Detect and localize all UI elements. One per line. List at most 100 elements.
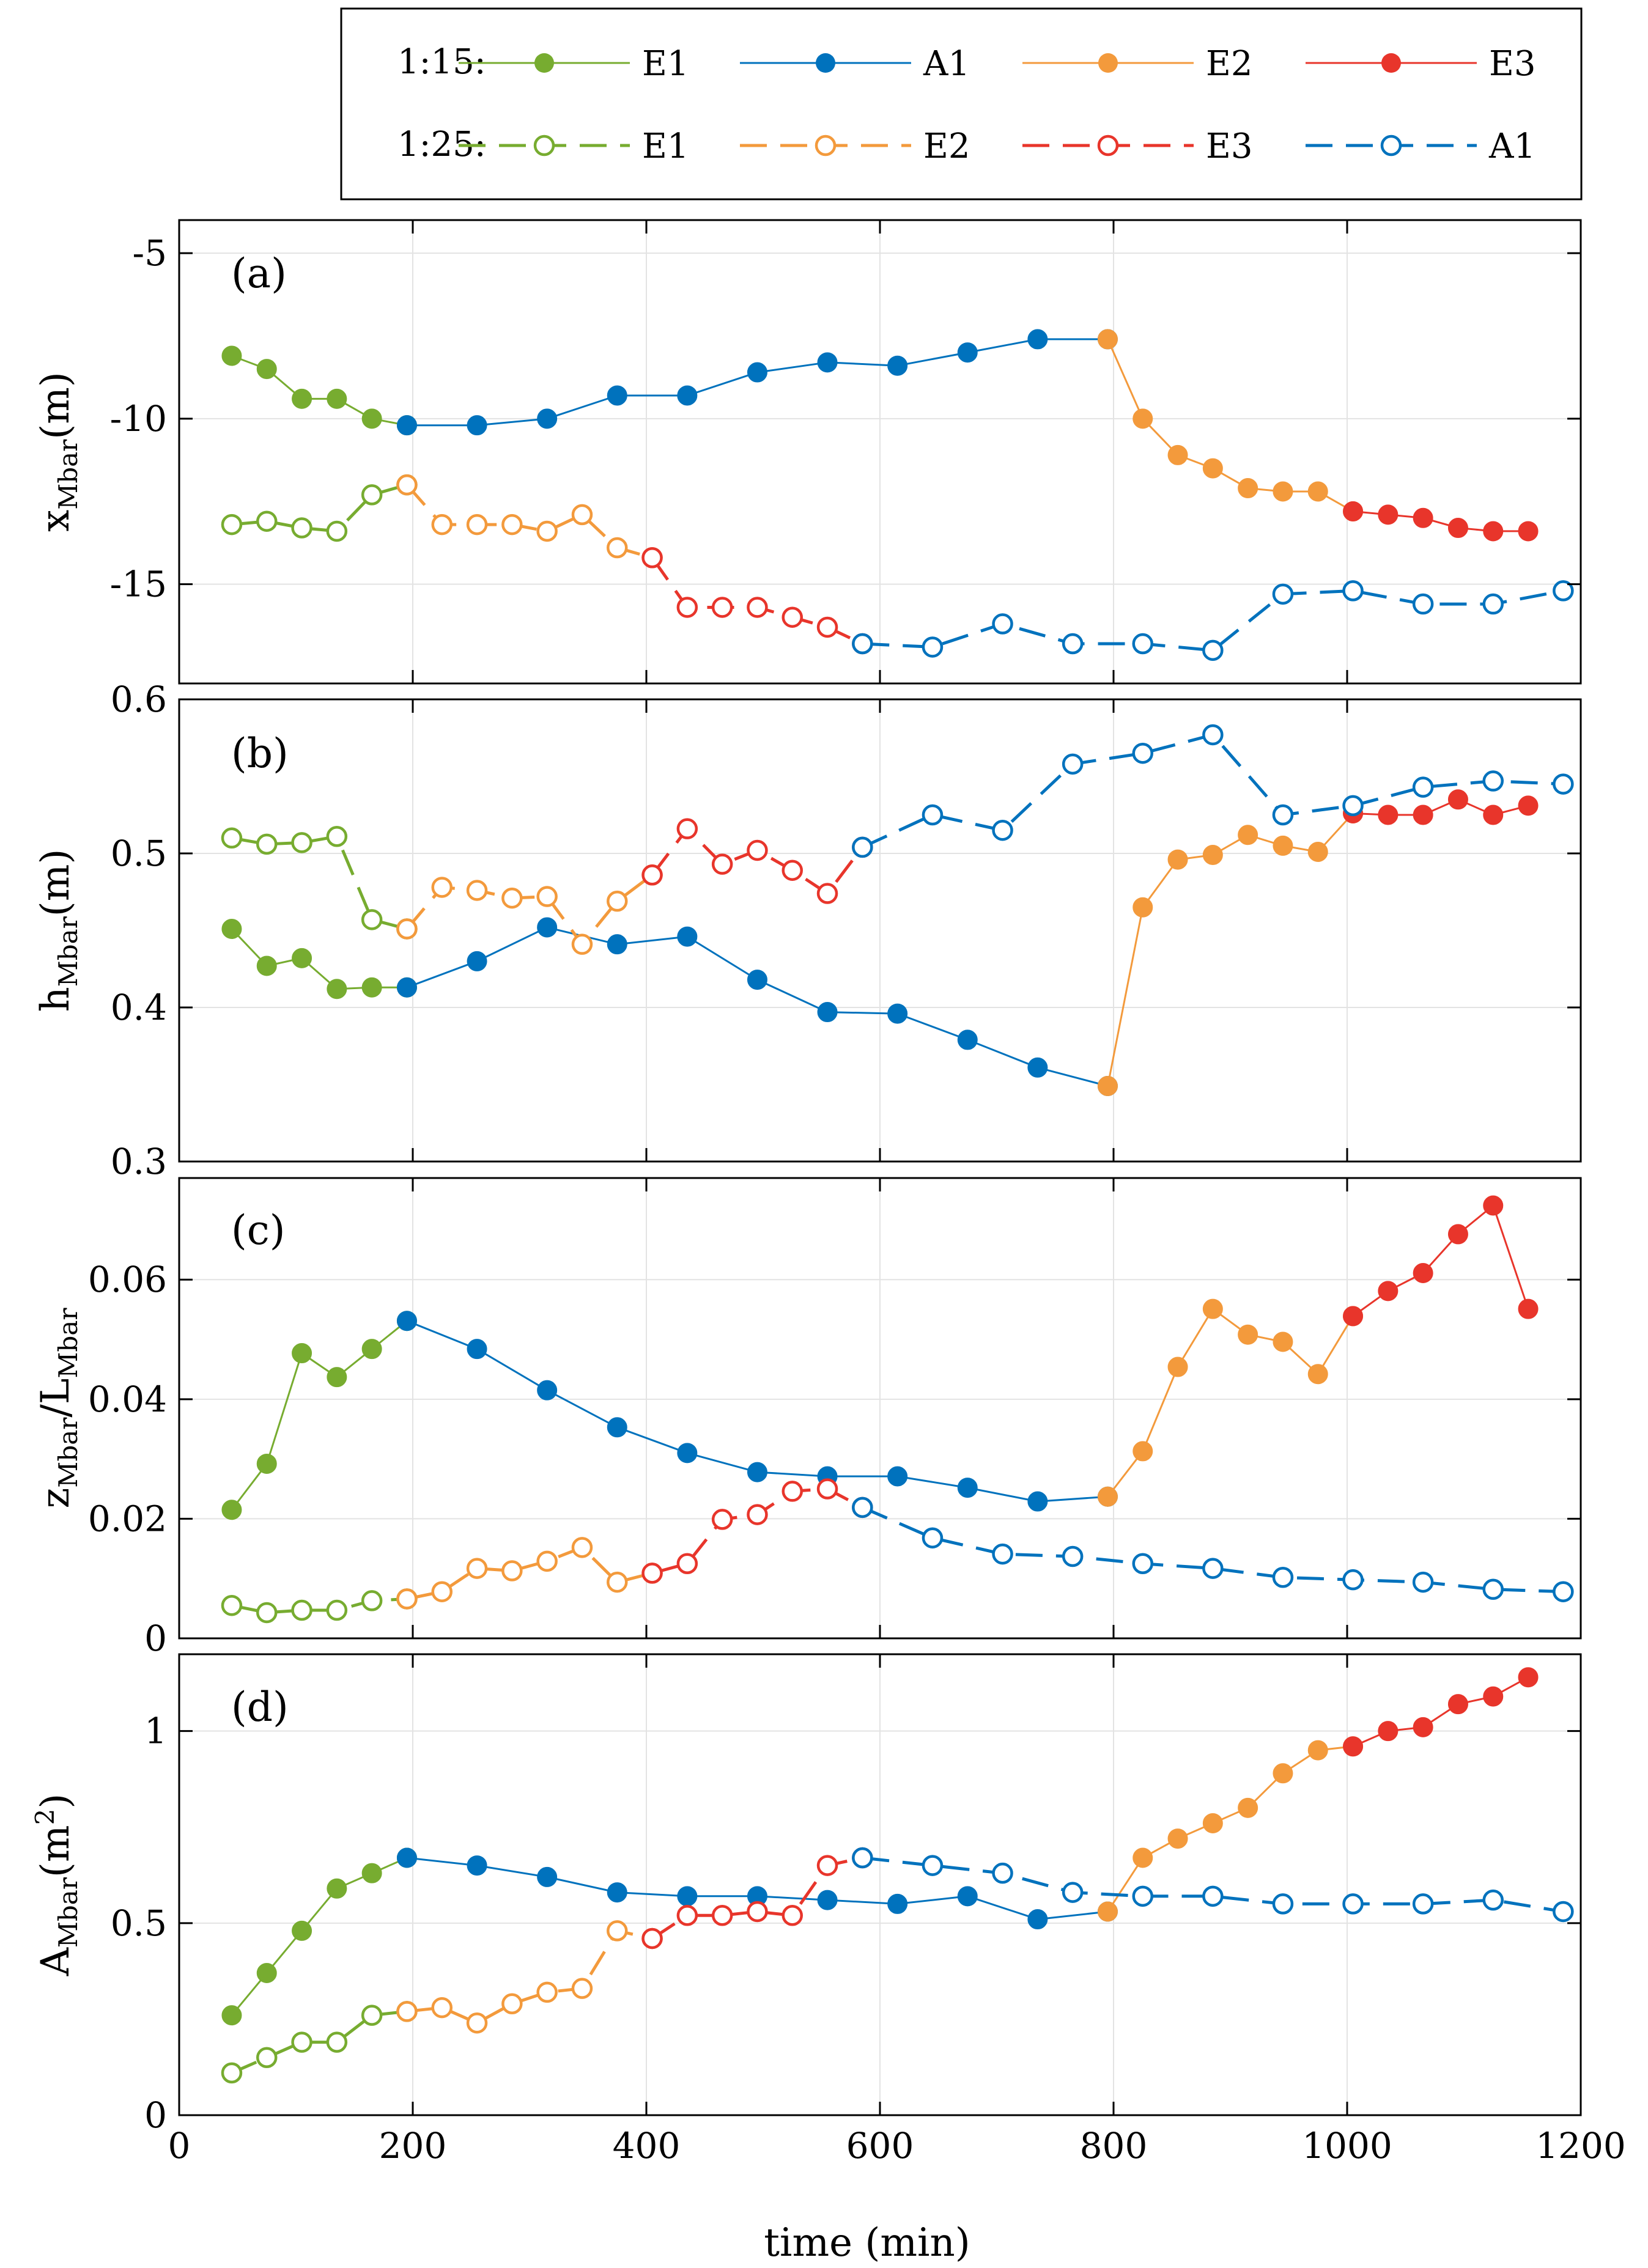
data-point [256, 955, 277, 976]
y-axis-label: AMbar(m2) [30, 1794, 83, 1977]
data-point [782, 606, 803, 628]
data-point [466, 880, 488, 901]
legend-marker [1381, 53, 1401, 73]
data-point [1062, 1545, 1084, 1567]
data-point [887, 355, 908, 376]
data-point [466, 514, 488, 536]
legend-marker [1097, 134, 1119, 156]
data-point [817, 1002, 838, 1023]
data-point [537, 408, 558, 429]
data-point [1378, 1281, 1399, 1302]
panel-c: 0.060.040.020(c)zMbar/LMbar [33, 1177, 1582, 1659]
data-point [467, 415, 487, 436]
data-point [817, 352, 838, 373]
data-point [1412, 1571, 1434, 1593]
y-axis-label: zMbar/LMbar [33, 1308, 83, 1509]
data-point [1273, 835, 1293, 856]
data-point [1132, 1885, 1153, 1907]
data-point [396, 1311, 417, 1331]
data-point [957, 342, 978, 363]
legend-entry-a1: A1 [740, 44, 970, 84]
data-point [292, 948, 312, 968]
data-point [852, 633, 873, 655]
data-point [816, 616, 838, 638]
data-point [396, 918, 418, 940]
data-point [992, 1862, 1013, 1884]
series-line [231, 1597, 407, 1614]
data-point [1447, 518, 1468, 539]
series-1-25-a1 [852, 580, 1574, 661]
data-point [466, 2012, 488, 2034]
data-point [396, 415, 417, 436]
data-point [641, 864, 663, 886]
data-point [1343, 1306, 1364, 1327]
data-point [1272, 583, 1294, 605]
data-point [1343, 1736, 1364, 1757]
panel-label: (a) [231, 250, 287, 297]
data-point [396, 977, 417, 998]
data-point [747, 970, 767, 990]
panel-label: (c) [231, 1207, 285, 1254]
data-point [1167, 444, 1188, 465]
y-tick-label: -5 [133, 232, 168, 274]
panel-d: 1 0.5 0 (d) AMbar(m2) [30, 1653, 1582, 2136]
data-point [1307, 841, 1328, 862]
data-point [747, 597, 768, 618]
data-point [221, 827, 243, 849]
data-point [1167, 1357, 1188, 1377]
data-point [327, 1878, 347, 1899]
data-point [361, 1863, 382, 1883]
data-point [396, 1588, 418, 1610]
series-1-15-e3 [1343, 501, 1539, 542]
series-line [862, 1506, 1564, 1594]
data-point [1133, 408, 1153, 429]
data-point [1238, 825, 1258, 845]
x-tick-labels: 0 200 400 600 800 1000 1200 [168, 2125, 1626, 2167]
data-point [501, 514, 523, 536]
data-point [711, 1509, 733, 1530]
data-point [467, 1339, 487, 1360]
y-label-main: x [33, 510, 78, 532]
grid [179, 1654, 1581, 2115]
data-point [571, 1537, 593, 1558]
legend-entry-e1: E1 [459, 44, 689, 84]
y-label-mid: /L [33, 1379, 78, 1418]
y-tick-label: 0 [144, 2094, 167, 2136]
data-point [1483, 1195, 1504, 1216]
data-point [1062, 633, 1084, 655]
y-tick-label: -10 [110, 398, 167, 440]
data-point [221, 1594, 243, 1616]
data-point [327, 1367, 347, 1388]
data-point [571, 933, 593, 955]
legend-entry-e1: E1 [459, 127, 689, 166]
series-1-25-a1 [852, 1497, 1574, 1602]
data-point [1447, 1224, 1468, 1245]
data-point [1378, 804, 1399, 825]
data-point [1132, 742, 1153, 764]
ticks [178, 1654, 1582, 2116]
data-point [992, 613, 1013, 635]
data-point [1553, 1901, 1574, 1923]
data-point [1553, 1581, 1574, 1602]
data-point [1202, 845, 1223, 866]
y-label-superscript: 2 [30, 1809, 60, 1825]
data-point [607, 890, 628, 912]
data-point [607, 1417, 627, 1438]
y-label-subscript: Mbar [53, 916, 83, 987]
y-label-main: h [33, 987, 78, 1012]
data-point [1482, 593, 1504, 615]
data-point [327, 388, 347, 409]
y-tick-label: 0.6 [111, 679, 167, 720]
data-point [326, 2031, 348, 2053]
data-point [1518, 1667, 1539, 1688]
series-1-25-e1 [221, 826, 418, 940]
data-point [431, 1581, 453, 1602]
data-point [431, 1997, 453, 2019]
data-point [1307, 1364, 1328, 1385]
data-point [291, 517, 312, 539]
data-point [571, 1978, 593, 1999]
y-tick-label: 0.02 [88, 1498, 167, 1539]
data-point [1238, 1797, 1258, 1818]
series-1-15-e3 [1343, 1195, 1539, 1327]
